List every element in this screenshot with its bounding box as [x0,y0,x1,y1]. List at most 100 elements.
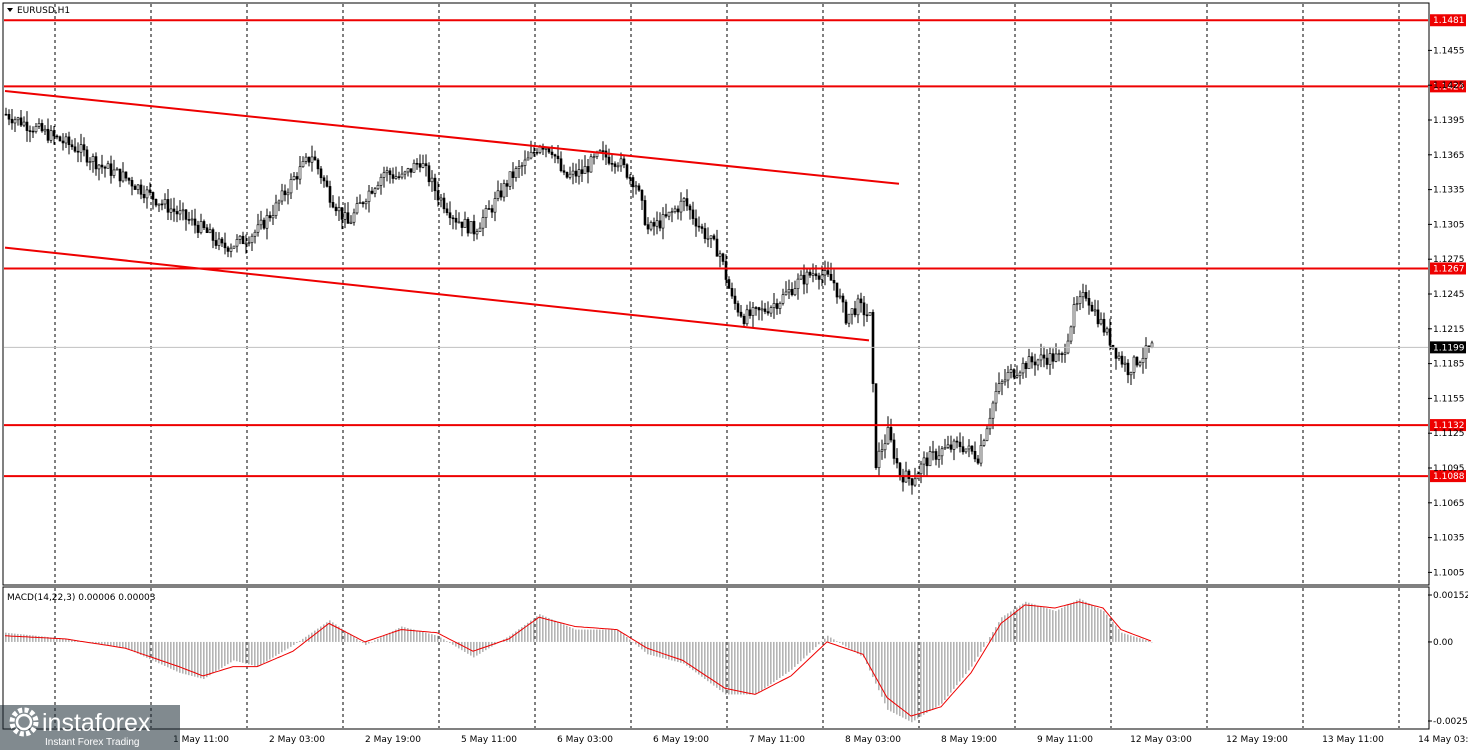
candle-body [283,190,287,196]
macd-bar [641,641,643,650]
macd-bar [626,637,628,642]
candle-body [358,202,362,204]
macd-bar [245,641,247,664]
macd-bar [515,631,517,642]
candle-body [130,180,134,187]
macd-bar [479,641,481,654]
price-tick-label: 1.1065 [1433,499,1465,509]
macd-bar [734,641,736,695]
candle-body [85,149,89,163]
macd-bar [248,641,250,665]
macd-bar [470,641,472,656]
candle-body [385,170,389,174]
candle-body [748,309,752,316]
candle-body [166,199,170,213]
candle-body [961,446,965,453]
candle-body [346,212,350,224]
candle-body [943,447,947,450]
candle-body [547,148,551,153]
candle-body [634,185,638,188]
candle-body [1150,342,1154,348]
macd-bar [806,641,808,656]
macd-bar [707,641,709,682]
candle-body [226,247,230,252]
candle-body [784,291,788,296]
macd-bar [695,641,697,673]
macd-bar [401,626,403,642]
macd-bar [770,641,772,685]
price-tick-label: 1.1215 [1433,325,1465,335]
candle-body [826,270,830,275]
macd-bar [797,641,799,665]
macd-bar [437,635,439,642]
candle-body [757,307,761,311]
candle-body [1033,361,1037,366]
candle-body [601,150,605,152]
candle-body [22,121,26,126]
channel-line-lower [4,246,870,342]
macd-bar [581,629,583,642]
macd-bar [299,640,301,642]
macd-bar [296,641,298,643]
macd-bar [200,641,202,679]
candle-body [475,231,479,235]
macd-bar [668,641,670,660]
candle-body [760,308,764,311]
candle-body [13,119,17,124]
macd-bar [242,641,244,663]
macd-bar [989,637,991,642]
candle-body [421,163,425,168]
level-label: 1.1132 [1433,421,1465,431]
candle-body [76,150,80,153]
candle-body [922,457,926,465]
candle-body [487,208,491,210]
macd-bar [779,641,781,678]
candle-body [172,208,176,212]
macd-bar [701,641,703,677]
candle-body [169,208,173,213]
macd-bar [833,639,835,642]
candle-body [490,208,494,213]
price-tick-label: 1.1185 [1433,360,1465,370]
macd-bar [335,624,337,642]
candle-body [883,443,887,451]
macd-bar [290,641,292,647]
macd-bar [485,641,487,651]
candle-body [1006,372,1010,381]
candle-body [952,440,956,450]
candle-body [769,307,773,314]
candle-body [793,288,797,296]
candle-body [583,166,587,174]
macd-bar [1001,617,1003,642]
candle-body [592,156,596,158]
candle-body [337,207,341,212]
macd-bar [320,626,322,642]
collapse-triangle-icon[interactable] [7,8,13,12]
candle-body [1099,318,1103,325]
candle-body [190,218,194,221]
time-tick-label: 9 May 11:00 [1037,735,1093,745]
candle-body [208,229,212,234]
macd-bar [281,641,283,653]
macd-bar [1121,632,1123,642]
candle-body [565,171,569,178]
macd-bar [275,641,277,656]
macd-bar [1082,600,1084,642]
macd-histogram [5,598,1153,723]
candle-body [1015,375,1019,378]
candle-body [247,242,251,244]
candle-body [478,227,482,232]
candle-body [781,294,785,304]
macd-bar [26,634,28,642]
candle-body [28,130,32,132]
macd-bar [68,639,70,642]
candle-body [286,192,290,196]
macd-bar [128,641,130,650]
candle-body [628,177,632,179]
candle-body [454,217,458,223]
macd-bar [908,641,910,721]
candle-body [832,280,836,284]
candle-body [745,309,749,325]
macd-bar [305,636,307,642]
macd-bar [872,641,874,678]
